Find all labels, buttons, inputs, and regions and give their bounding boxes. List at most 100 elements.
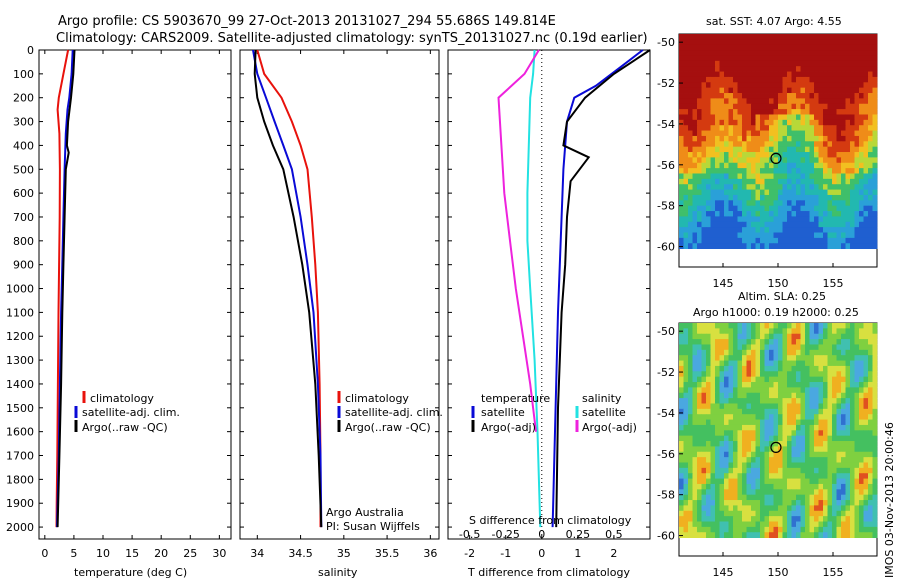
- heatmap-cell: [800, 526, 806, 533]
- heatmap-cell: [746, 162, 752, 169]
- heatmap-cell: [845, 349, 851, 356]
- heatmap-cell: [818, 168, 824, 174]
- heatmap-cell: [850, 141, 855, 148]
- heatmap-cell: [809, 205, 815, 212]
- heatmap-cell: [737, 494, 743, 501]
- heatmap-cell: [791, 376, 797, 383]
- heatmap-cell: [863, 398, 869, 404]
- heatmap-cell: [710, 93, 716, 99]
- heatmap-cell: [742, 34, 747, 40]
- heatmap-cell: [760, 157, 765, 164]
- heatmap-cell: [701, 505, 707, 512]
- heatmap-cell: [854, 457, 860, 463]
- heatmap-cell: [845, 532, 851, 539]
- heatmap-cell: [845, 505, 851, 512]
- heatmap-cell: [841, 414, 846, 420]
- heatmap-cell: [683, 414, 689, 420]
- heatmap-cell: [733, 387, 738, 394]
- heatmap-cell: [688, 103, 693, 110]
- heatmap-cell: [836, 44, 842, 51]
- heatmap-cell: [850, 157, 855, 164]
- heatmap-cell: [868, 489, 873, 496]
- heatmap-cell: [697, 382, 702, 388]
- heatmap-cell: [746, 82, 752, 89]
- heatmap-cell: [742, 516, 747, 522]
- heatmap-cell: [863, 82, 869, 89]
- heatmap-cell: [697, 505, 702, 512]
- heatmap-cell: [836, 232, 842, 239]
- heatmap-cell: [733, 98, 738, 105]
- heatmap-cell: [692, 216, 698, 223]
- heatmap-cell: [827, 71, 833, 78]
- heatmap-cell: [823, 414, 828, 420]
- heatmap-cell: [773, 451, 779, 458]
- heatmap-cell: [868, 82, 873, 89]
- heatmap-cell: [688, 237, 693, 244]
- heatmap-cell: [688, 441, 693, 447]
- heatmap-cell: [805, 355, 810, 361]
- heatmap-cell: [773, 221, 779, 228]
- heatmap-cell: [760, 55, 765, 62]
- heatmap-cell: [755, 55, 761, 62]
- differences-ytickmarks: [448, 49, 650, 528]
- heatmap-cell: [751, 323, 756, 329]
- heatmap-cell: [706, 60, 711, 67]
- heatmap-cell: [706, 200, 711, 207]
- heatmap-cell: [679, 382, 684, 388]
- y-tick-label: 600: [13, 187, 34, 200]
- heatmap-cell: [706, 516, 711, 522]
- heatmap-cell: [791, 349, 797, 356]
- heatmap-cell: [778, 467, 783, 474]
- heatmap-cell: [697, 371, 702, 378]
- heatmap-cell: [692, 146, 698, 153]
- heatmap-cell: [823, 392, 828, 399]
- heatmap-cell: [688, 526, 693, 533]
- heatmap-cell: [787, 489, 792, 496]
- heatmap-cell: [760, 125, 765, 131]
- heatmap-cell: [706, 221, 711, 228]
- heatmap-cell: [688, 194, 693, 201]
- heatmap-cell: [868, 98, 873, 105]
- heatmap-cell: [719, 473, 725, 479]
- heatmap-cell: [697, 135, 702, 142]
- heatmap-cell: [751, 494, 756, 501]
- heatmap-cell: [782, 227, 788, 233]
- heatmap-cell: [854, 205, 860, 212]
- heatmap-cell: [863, 339, 869, 345]
- heatmap-cell: [697, 211, 702, 217]
- heatmap-cell: [769, 398, 774, 404]
- heatmap-cell: [791, 430, 797, 437]
- heatmap-cell: [742, 430, 747, 437]
- heatmap-cell: [769, 516, 774, 522]
- series-line-temperature-argo-adj-: [555, 49, 651, 528]
- heatmap-cell: [773, 323, 779, 329]
- heatmap-cell: [737, 168, 743, 174]
- heatmap-cell: [827, 44, 833, 51]
- heatmap-cell: [760, 333, 765, 340]
- heatmap-cell: [859, 467, 864, 474]
- heatmap-cell: [863, 55, 869, 62]
- heatmap-cell: [787, 119, 792, 126]
- heatmap-cell: [769, 221, 774, 228]
- heatmap-cell: [841, 130, 846, 137]
- heatmap-cell: [841, 216, 846, 223]
- heatmap-cell: [805, 135, 810, 142]
- heatmap-cell: [710, 333, 716, 340]
- heatmap-cell: [737, 483, 743, 490]
- heatmap-cell: [814, 66, 819, 72]
- heatmap-cell: [832, 526, 837, 533]
- heatmap-cell: [679, 76, 684, 83]
- heatmap-cell: [805, 360, 810, 367]
- heatmap-cell: [818, 152, 824, 158]
- heatmap-cell: [697, 189, 702, 196]
- header-line1: Argo profile: CS 5903670_99 27-Oct-2013 …: [58, 14, 556, 29]
- heatmap-cell: [787, 408, 792, 415]
- heatmap-cell: [836, 398, 842, 404]
- heatmap-cell: [710, 430, 716, 437]
- legend-argo: Argo(..raw -QC): [345, 421, 431, 434]
- heatmap-cell: [854, 333, 860, 340]
- heatmap-cell: [688, 451, 693, 458]
- heatmap-cell: [764, 462, 770, 469]
- heatmap-cell: [859, 376, 864, 383]
- heatmap-cell: [737, 323, 743, 329]
